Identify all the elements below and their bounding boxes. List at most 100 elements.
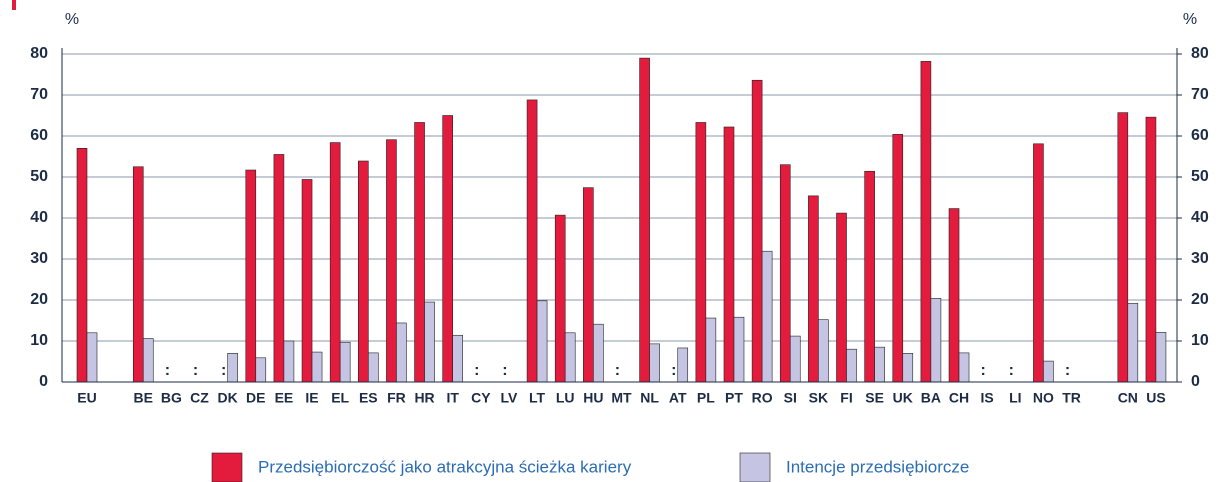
- x-tick-label: PL: [697, 390, 715, 406]
- bar: [695, 122, 707, 383]
- bar: [357, 160, 369, 383]
- bar: [301, 179, 313, 383]
- bar: [536, 300, 548, 383]
- bar: [442, 115, 453, 383]
- bar: [86, 332, 98, 383]
- y-tick-label: 60: [30, 127, 48, 144]
- missing-marker: :: [671, 362, 676, 379]
- bar: [76, 148, 88, 383]
- bar: [414, 122, 425, 383]
- bar: [245, 169, 257, 383]
- x-tick-label: FI: [840, 390, 852, 406]
- y-tick-label: 70: [30, 86, 48, 103]
- x-tick-label: HR: [414, 390, 434, 406]
- x-tick-label: PT: [725, 390, 743, 406]
- bar: [273, 154, 285, 383]
- bar: [132, 166, 144, 383]
- bar: [920, 61, 932, 383]
- bar: [386, 139, 397, 383]
- y2-tick-label: 10: [1191, 332, 1209, 349]
- bar: [1127, 302, 1139, 383]
- bar: [526, 99, 538, 383]
- bar: [958, 352, 970, 383]
- y2-tick-label: 80: [1191, 45, 1209, 62]
- bar: [733, 316, 745, 383]
- x-tick-label: EE: [275, 390, 294, 406]
- bar: [1145, 116, 1157, 383]
- bar: [424, 301, 435, 383]
- x-tick-label: IE: [305, 390, 318, 406]
- bar: [902, 352, 914, 383]
- x-tick-label: TR: [1062, 390, 1081, 406]
- x-tick-label: EU: [77, 390, 96, 406]
- bar: [255, 357, 267, 383]
- bar: [761, 250, 773, 383]
- x-tick-label: UK: [893, 390, 913, 406]
- legend-label: Przedsiębiorczość jako atrakcyjna ścieżk…: [258, 457, 632, 476]
- bar: [892, 134, 904, 383]
- bar: [1043, 360, 1054, 383]
- x-tick-label: DE: [246, 390, 265, 406]
- x-tick-label: RO: [752, 390, 773, 406]
- bar: [142, 338, 154, 383]
- missing-marker: :: [193, 362, 198, 379]
- y2-tick-label: 50: [1191, 168, 1209, 185]
- x-tick-label: LV: [501, 390, 519, 406]
- bar: [554, 214, 566, 383]
- bar: [836, 212, 847, 383]
- bar: [677, 347, 689, 383]
- bar: [564, 332, 576, 383]
- bar: [227, 352, 238, 383]
- bar: [649, 343, 660, 383]
- x-tick-label: BG: [161, 390, 182, 406]
- x-tick-label: CY: [471, 390, 491, 406]
- legend-swatch: [211, 452, 243, 482]
- bar: [339, 341, 351, 383]
- missing-marker: :: [615, 362, 620, 379]
- bar: [283, 340, 295, 383]
- x-tick-label: US: [1146, 390, 1165, 406]
- x-tick-label: LU: [556, 390, 575, 406]
- x-tick-label: NL: [640, 390, 659, 406]
- x-tick-label: MT: [611, 390, 632, 406]
- x-tick-label: HU: [583, 390, 603, 406]
- y-tick-label: 50: [30, 168, 48, 185]
- y2-tick-label: 30: [1191, 250, 1209, 267]
- bar: [329, 142, 341, 383]
- y-tick-label: 0: [39, 373, 48, 390]
- x-tick-label: CZ: [190, 390, 209, 406]
- bar: [452, 334, 463, 383]
- y-tick-label: 20: [30, 291, 48, 308]
- y2-tick-label: 0: [1191, 373, 1200, 390]
- bar: [808, 195, 819, 383]
- x-tick-label: NO: [1033, 390, 1054, 406]
- y-tick-label: 10: [30, 332, 48, 349]
- y-axis-label: %: [65, 11, 79, 28]
- legend-swatch: [739, 452, 771, 482]
- corner-mark: [12, 0, 16, 10]
- y2-tick-label: 20: [1191, 291, 1209, 308]
- bar: [948, 208, 960, 383]
- bar: [639, 57, 650, 383]
- missing-marker: :: [165, 362, 170, 379]
- y2-tick-label: 70: [1191, 86, 1209, 103]
- bar: [1155, 332, 1167, 383]
- x-tick-label: CN: [1118, 390, 1138, 406]
- x-tick-label: SE: [865, 390, 884, 406]
- bar: [779, 164, 791, 383]
- x-tick-label: EL: [331, 390, 349, 406]
- bar: [1117, 112, 1129, 383]
- bar: [593, 323, 604, 383]
- x-tick-label: IT: [446, 390, 459, 406]
- x-tick-label: SK: [809, 390, 828, 406]
- y-tick-label: 80: [30, 45, 48, 62]
- x-tick-label: DK: [218, 390, 238, 406]
- bar: [789, 335, 801, 383]
- bar: [874, 346, 885, 383]
- bar: [583, 187, 594, 383]
- bar: [864, 170, 875, 383]
- x-tick-label: FR: [387, 390, 406, 406]
- bar: [818, 319, 829, 383]
- missing-marker: :: [1009, 362, 1014, 379]
